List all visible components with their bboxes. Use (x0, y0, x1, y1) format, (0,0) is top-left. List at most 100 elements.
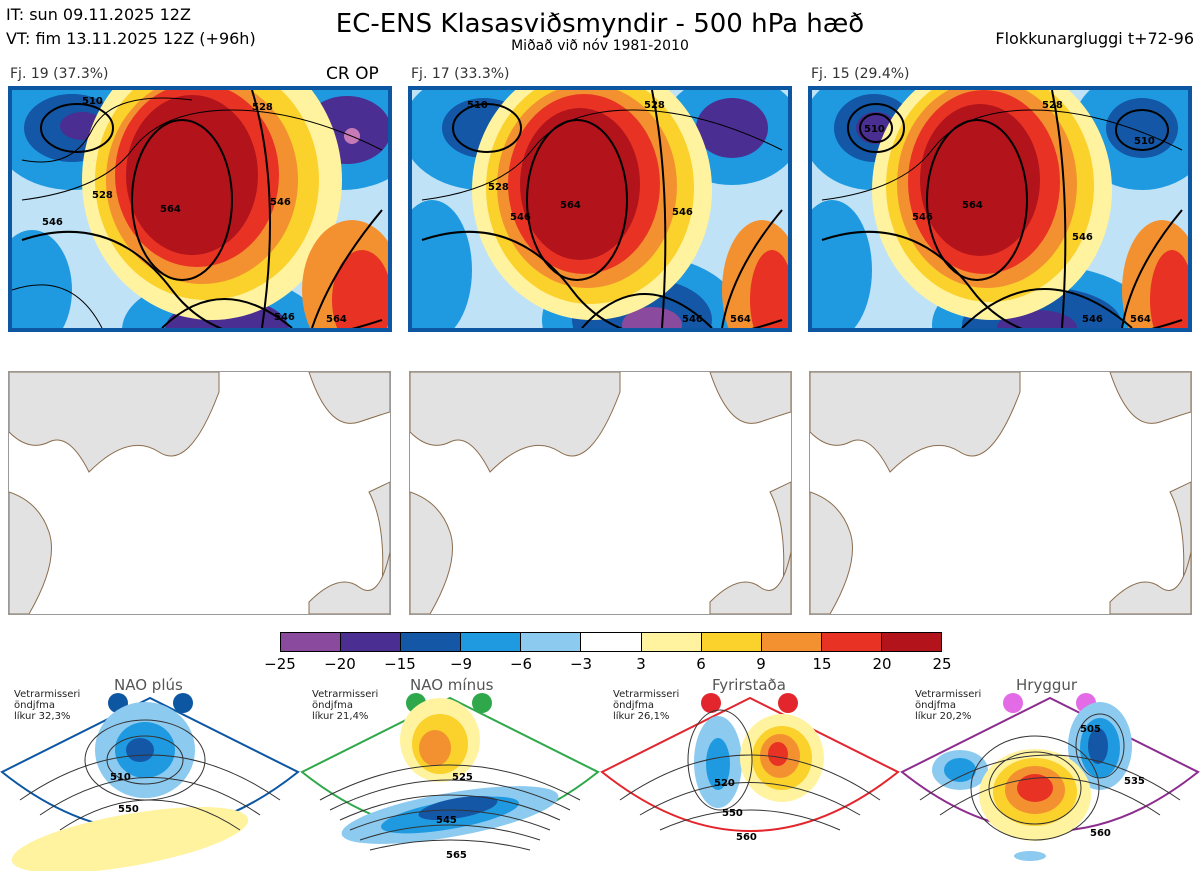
regime-season: Vetrarmisseri (613, 689, 680, 700)
regime-marker-dot (472, 693, 492, 713)
regime-season: Vetrarmisseri (915, 689, 982, 700)
regime-marker-dot (1003, 693, 1023, 713)
contour-label: 528 (644, 100, 665, 111)
colorbar-tick: −20 (324, 655, 356, 673)
land-outline-2 (410, 372, 791, 614)
colorbar-tick: −25 (264, 655, 296, 673)
colorbar-segment (521, 633, 582, 651)
contour-label: 520 (714, 778, 735, 789)
regime-likelihood: líkur 26,1% (613, 711, 670, 722)
colorbar-tick: 3 (636, 655, 646, 673)
colorbar-segment (401, 633, 462, 651)
anomaly-field-1: 510 528 546 564 546 528 546 564 (12, 90, 388, 328)
contour-label: 546 (510, 212, 531, 223)
regime-title-1: NAO plús (114, 676, 183, 694)
land-outline-1 (9, 372, 390, 614)
contour-label: 528 (252, 102, 273, 113)
regime-marker-dot (173, 693, 193, 713)
precip-map-3[interactable] (809, 371, 1192, 615)
cluster-label-1: Fj. 19 (37.3%) (10, 66, 109, 82)
contour-label: 510 (467, 100, 488, 111)
colorbar-segment (821, 633, 882, 651)
precip-map-1[interactable] (8, 371, 391, 615)
regime-meta-4: Vetrarmisseri öndjfma líkur 20,2% (915, 689, 981, 722)
regime-average: öndjfma (915, 700, 956, 711)
contour-label: 510 (82, 96, 103, 107)
page-title: EC-ENS Klasasviðsmyndir - 500 hPa hæð (335, 9, 865, 39)
colorbar-segment (761, 633, 822, 651)
regime-season: Vetrarmisseri (14, 689, 81, 700)
regime-average: öndjfma (14, 700, 55, 711)
regime-title-2: NAO mínus (410, 676, 494, 694)
regime-meta-1: Vetrarmisseri öndjfma líkur 32,3% (14, 689, 80, 722)
colorbar-segment (341, 633, 402, 651)
cluster-map-1[interactable]: 510 528 546 564 546 528 546 564 (8, 86, 392, 332)
contour-label: 564 (560, 200, 581, 211)
contour-label: 546 (270, 197, 291, 208)
regime-average: öndjfma (312, 700, 353, 711)
regime-average: öndjfma (613, 700, 654, 711)
cluster-label-3: Fj. 15 (29.4%) (811, 66, 910, 82)
contour-label: 528 (488, 182, 509, 193)
colorbar-segment (461, 633, 522, 651)
contour-label: 546 (1072, 232, 1093, 243)
regime-likelihood: líkur 20,2% (915, 711, 972, 722)
regime-map-4[interactable]: 505 535 560 (900, 690, 1200, 871)
contour-label: 546 (912, 212, 933, 223)
regime-marker-dot (701, 693, 721, 713)
contour-label: 564 (160, 204, 181, 215)
contour-label: 528 (1042, 100, 1063, 111)
colorbar-tick: −15 (384, 655, 416, 673)
colorbar-tick: 25 (932, 655, 952, 673)
contour-label: 525 (452, 772, 473, 783)
colorbar-tick: 15 (812, 655, 832, 673)
contour-label: 550 (118, 804, 139, 815)
contour-label: 528 (92, 190, 113, 201)
colorbar (280, 632, 942, 652)
colorbar-segment (701, 633, 762, 651)
contour-label: 546 (672, 207, 693, 218)
contour-label: 510 (110, 772, 131, 783)
cluster-badge-1: CR OP (326, 64, 379, 84)
anomaly-field-2: 510 528 546 564 546 528 546 564 (412, 90, 788, 328)
classification-window: Flokkunargluggi t+72-96 (995, 29, 1194, 48)
regime-likelihood: líkur 32,3% (14, 711, 71, 722)
contour-label: 564 (326, 314, 347, 325)
contour-label: 546 (682, 314, 703, 325)
regime-season: Vetrarmisseri (312, 689, 379, 700)
contour-label: 564 (730, 314, 751, 325)
colorbar-tick: 9 (756, 655, 766, 673)
regime-map-2[interactable]: 525 545 565 (300, 690, 600, 871)
contour-label: 546 (1082, 314, 1103, 325)
colorbar-tick: −3 (569, 655, 593, 673)
contour-label: 546 (42, 217, 63, 228)
contour-label: 560 (736, 832, 757, 843)
regime-likelihood: líkur 21,4% (312, 711, 369, 722)
contour-label: 564 (962, 200, 983, 211)
contour-label: 565 (446, 850, 467, 861)
colorbar-segment (581, 633, 642, 651)
contour-label: 535 (1124, 776, 1145, 787)
regime-title-3: Fyrirstaða (712, 676, 786, 694)
contour-label: 564 (1130, 314, 1151, 325)
precip-map-2[interactable] (409, 371, 792, 615)
cluster-map-2[interactable]: 510 528 546 564 546 528 546 564 (408, 86, 792, 332)
valid-time: VT: fim 13.11.2025 12Z (+96h) (6, 29, 256, 48)
contour-label: 546 (274, 312, 295, 323)
regime-map-3[interactable]: 520 550 560 (600, 690, 900, 871)
regime-map-1[interactable]: 510 550 (0, 690, 300, 871)
initial-time: IT: sun 09.11.2025 12Z (6, 5, 191, 24)
contour-label: 545 (436, 815, 457, 826)
contour-label: 510 (864, 124, 885, 135)
land-outline-3 (810, 372, 1191, 614)
cluster-map-3[interactable]: 510 528 546 564 546 510 546 564 (808, 86, 1192, 332)
colorbar-segment (881, 633, 942, 651)
colorbar-segment (641, 633, 702, 651)
regime-marker-dot (778, 693, 798, 713)
colorbar-tick: −9 (449, 655, 473, 673)
regime-meta-2: Vetrarmisseri öndjfma líkur 21,4% (312, 689, 378, 722)
regime-meta-3: Vetrarmisseri öndjfma líkur 26,1% (613, 689, 679, 722)
cluster-label-2: Fj. 17 (33.3%) (411, 66, 510, 82)
contour-label: 560 (1090, 828, 1111, 839)
colorbar-tick: 20 (872, 655, 892, 673)
